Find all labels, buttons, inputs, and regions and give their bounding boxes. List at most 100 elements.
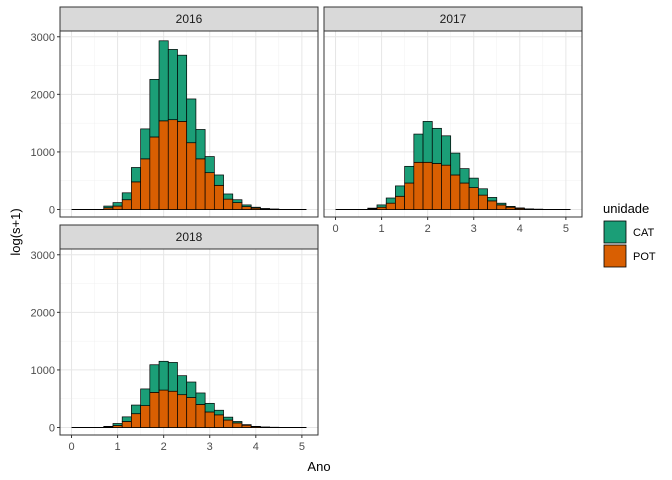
y-tick-label: 2000 [31,89,55,101]
bar-cat [241,204,252,207]
x-tick-label: 1 [379,223,385,235]
bar-pot [431,163,442,210]
bar-cat [158,40,169,122]
bar-cat [477,188,488,196]
x-tick-label: 3 [207,441,213,453]
bar-pot [213,184,224,210]
bar-pot [441,164,452,210]
bar-cat [496,202,507,206]
bar-pot [177,394,188,428]
bar-pot [121,199,132,210]
bar-cat [186,381,197,398]
bar-pot [131,181,141,210]
bar-pot [186,142,197,210]
bar-cat [223,193,234,200]
x-tick-label: 5 [299,441,305,453]
bar-pot [413,161,424,210]
bar-cat [204,156,215,174]
panel-border [59,248,319,436]
bar-pot [195,404,206,428]
bar-cat [385,197,396,204]
y-tick-label: 0 [49,205,55,217]
x-tick-label: 3 [471,223,477,235]
bar-cat [250,206,261,209]
bar-pot [140,158,151,210]
bar-pot [223,198,234,210]
legend-key-pot [603,244,627,268]
bar-pot [404,182,415,210]
bar-pot [232,202,243,210]
x-tick-label: 5 [563,223,569,235]
bar-cat [140,388,151,406]
bar-pot [487,200,498,210]
bar-cat [376,204,387,208]
bar-pot [213,414,224,428]
facet-panel-2018: 2018 0 1000 2000 3000 0 1 2 3 4 5 [31,224,319,453]
bar-cat [195,129,206,160]
bar-pot [241,206,252,210]
bar-pot [422,161,433,210]
bar-pot [149,136,160,210]
bar-pot [158,389,169,428]
bar-pot [477,194,488,210]
legend-title: unidade [603,201,649,216]
x-tick-label: 0 [332,223,338,235]
x-tick-label: 2 [161,441,167,453]
facet-strip-label: 2016 [176,12,203,26]
bar-pot [459,182,470,210]
facet-strip-label: 2017 [440,12,467,26]
bar-pot [204,411,215,428]
panel-border [323,30,583,218]
bar-cat [149,79,160,138]
x-tick-label: 0 [68,441,74,453]
bar-cat [441,135,452,166]
bar-pot [177,121,188,210]
bar-cat [186,98,197,144]
x-tick-label: 4 [253,441,259,453]
legend-label-cat: CAT [633,227,654,239]
bar-cat [204,402,215,413]
bar-pot [450,174,461,210]
bar-cat [121,192,132,201]
bar-cat [131,167,141,183]
legend-key-cat [603,220,627,244]
bar-cat [140,128,151,160]
x-tick-label: 1 [115,441,121,453]
bar-cat [505,205,516,208]
bar-cat [404,165,415,184]
bar-cat [213,174,224,186]
bar-cat [112,202,123,207]
facet-strip [59,6,319,32]
bar-cat [167,49,178,121]
bar-pot [395,195,405,210]
bar-cat [459,168,470,184]
bar-cat [431,127,442,164]
bar-pot [232,422,243,428]
bar-pot [204,172,215,210]
y-axis-title: log(s+1) [8,208,23,255]
bar-cat [241,424,252,426]
bar-cat [177,375,188,396]
bar-cat [232,421,243,424]
bar-cat [131,404,141,415]
x-tick-label: 4 [517,223,523,235]
facet-panels: 2016 0 1000 2000 3000 2017 0 1 2 3 4 5 2018 0 1000 2000… [31,6,583,453]
bar-pot [496,204,507,210]
bar-cat [223,416,234,421]
facet-strip [323,6,583,32]
facet-strip [59,224,319,250]
bar-cat [149,364,160,393]
x-tick-label: 2 [425,223,431,235]
y-tick-label: 2000 [31,307,55,319]
facet-panel-2016: 2016 0 1000 2000 3000 [31,6,319,218]
bar-cat [112,423,123,426]
legend-label-pot: POT [633,251,656,263]
bar-cat [158,360,169,391]
bar-cat [422,121,433,163]
bar-pot [223,419,234,428]
facet-panel-2017: 2017 0 1 2 3 4 5 [323,6,583,235]
bar-cat [167,362,178,392]
y-tick-label: 3000 [31,250,55,262]
bar-pot [121,421,132,428]
bar-cat [103,426,114,428]
